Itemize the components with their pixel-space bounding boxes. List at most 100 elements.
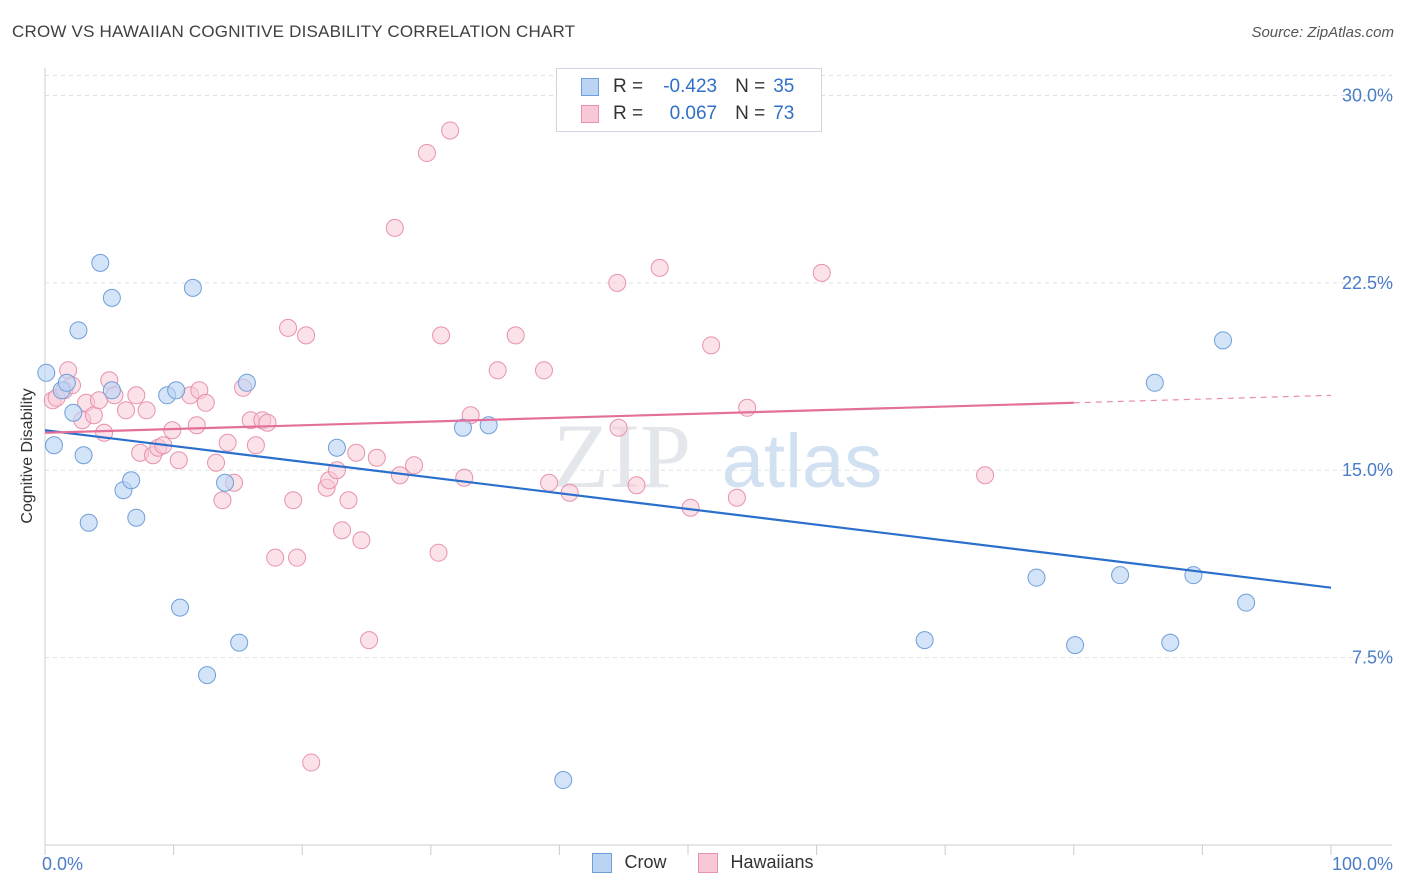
crow-point: [327, 438, 346, 457]
hawaiians-point: [367, 448, 386, 467]
source-label: Source: ZipAtlas.com: [1251, 24, 1394, 41]
hawaiians-point: [284, 491, 303, 510]
hawaiians-point: [84, 406, 103, 425]
crow-r-label: R =: [613, 76, 644, 97]
x-tick-label-max: 100.0%: [1332, 854, 1393, 874]
hawaiians-point: [429, 543, 448, 562]
hawaiians-point: [385, 218, 404, 237]
hawaiians-point: [347, 443, 366, 462]
crow-point: [198, 666, 217, 685]
hawaiians-point: [432, 326, 451, 345]
crow-point: [171, 598, 190, 617]
legend-item-crow[interactable]: Crow: [592, 852, 666, 873]
hawaiians-point: [218, 433, 237, 452]
crow-point: [216, 473, 235, 492]
crow-point: [1237, 593, 1256, 612]
watermark: ZIP atlas: [553, 405, 882, 507]
crow-point: [79, 513, 98, 532]
hawaiians-point: [258, 413, 277, 432]
hawaiians-point: [196, 393, 215, 412]
hawaiians-point: [650, 258, 669, 277]
crow-point: [57, 373, 76, 392]
hawaiians-point: [417, 143, 436, 162]
crow-point: [183, 278, 202, 297]
hawaiians-point: [169, 451, 188, 470]
tick-labels: 7.5% 15.0% 22.5% 30.0% 0.0% 100.0%: [42, 85, 1393, 874]
hawaiians-point: [360, 631, 379, 650]
crow-point: [915, 631, 934, 650]
hawaiians-point: [302, 753, 321, 772]
crow-point: [453, 418, 472, 437]
hawaiians-r-value: 0.067: [669, 103, 718, 124]
x-tick-label-min: 0.0%: [42, 854, 83, 874]
crow-n-value: 35: [773, 76, 795, 97]
crow-point: [1111, 566, 1130, 585]
hawaiians-point: [609, 418, 628, 437]
hawaiians-point: [246, 436, 265, 455]
hawaiians-point: [976, 466, 995, 485]
crow-r-value: -0.423: [663, 76, 718, 97]
series-legend: Crow Hawaiians: [0, 852, 1406, 873]
hawaiians-legend-swatch: [698, 852, 719, 873]
hawaiians-n-value: 73: [773, 103, 795, 124]
crow-point: [102, 288, 121, 307]
crow-point: [1145, 373, 1164, 392]
hawaiians-trend-extension: [1073, 394, 1332, 404]
axes: [44, 68, 1392, 855]
hawaiians-point: [627, 476, 646, 495]
hawaiians-point: [279, 318, 298, 337]
y-tick-label: 7.5%: [1352, 648, 1393, 668]
crow-point: [37, 363, 56, 382]
hawaiians-point: [738, 398, 757, 417]
hawaiians-point: [288, 548, 307, 567]
crow-point: [167, 381, 186, 400]
y-tick-label: 22.5%: [1342, 273, 1393, 293]
hawaiians-r-label: R =: [613, 103, 644, 124]
y-tick-label: 30.0%: [1342, 85, 1393, 105]
y-tick-label: 15.0%: [1342, 460, 1393, 480]
hawaiians-point: [352, 531, 371, 550]
crow-legend-swatch: [592, 852, 613, 873]
hawaiians-point: [506, 326, 525, 345]
crow-point: [554, 771, 573, 790]
hawaiians-trend-line: [44, 401, 1074, 434]
hawaiians-point: [405, 456, 424, 475]
crow-point: [64, 403, 83, 422]
crow-point: [74, 446, 93, 465]
legend-row-hawaiians: R = 0.067 N = 73: [581, 102, 794, 126]
legend-item-hawaiians[interactable]: Hawaiians: [698, 852, 814, 873]
crow-point: [1027, 568, 1046, 587]
hawaiians-point: [297, 326, 316, 345]
hawaiians-point: [727, 488, 746, 507]
crow-n-label: N =: [735, 76, 766, 97]
hawaiians-point: [187, 416, 206, 435]
hawaiians-point: [333, 521, 352, 540]
crow-trend-line: [44, 429, 1332, 589]
hawaiians-point: [207, 453, 226, 472]
hawaiians-point: [137, 401, 156, 420]
crow-point: [102, 381, 121, 400]
crow-point: [122, 471, 141, 490]
crow-point: [45, 436, 64, 455]
hawaiians-point: [213, 491, 232, 510]
stats-legend: R = -0.423 N = 35 R = 0.067 N = 73: [556, 68, 822, 132]
hawaiians-point: [702, 336, 721, 355]
hawaiians-point: [127, 386, 146, 405]
crow-point: [237, 373, 256, 392]
crow-point: [69, 321, 88, 340]
hawaiians-point: [534, 361, 553, 380]
crow-point: [230, 633, 249, 652]
hawaiians-point: [441, 121, 460, 140]
hawaiians-point: [266, 548, 285, 567]
hawaiians-point: [812, 263, 831, 282]
hawaiians-legend-label: Hawaiians: [730, 852, 814, 872]
crow-point: [127, 508, 146, 527]
hawaiians-point: [455, 468, 474, 487]
hawaiians-n-label: N =: [735, 103, 766, 124]
chart-title: CROW VS HAWAIIAN COGNITIVE DISABILITY CO…: [12, 22, 576, 41]
crow-swatch: [581, 78, 599, 96]
crow-legend-label: Crow: [624, 852, 667, 872]
watermark-atlas: atlas: [722, 419, 883, 504]
hawaiians-point: [339, 491, 358, 510]
